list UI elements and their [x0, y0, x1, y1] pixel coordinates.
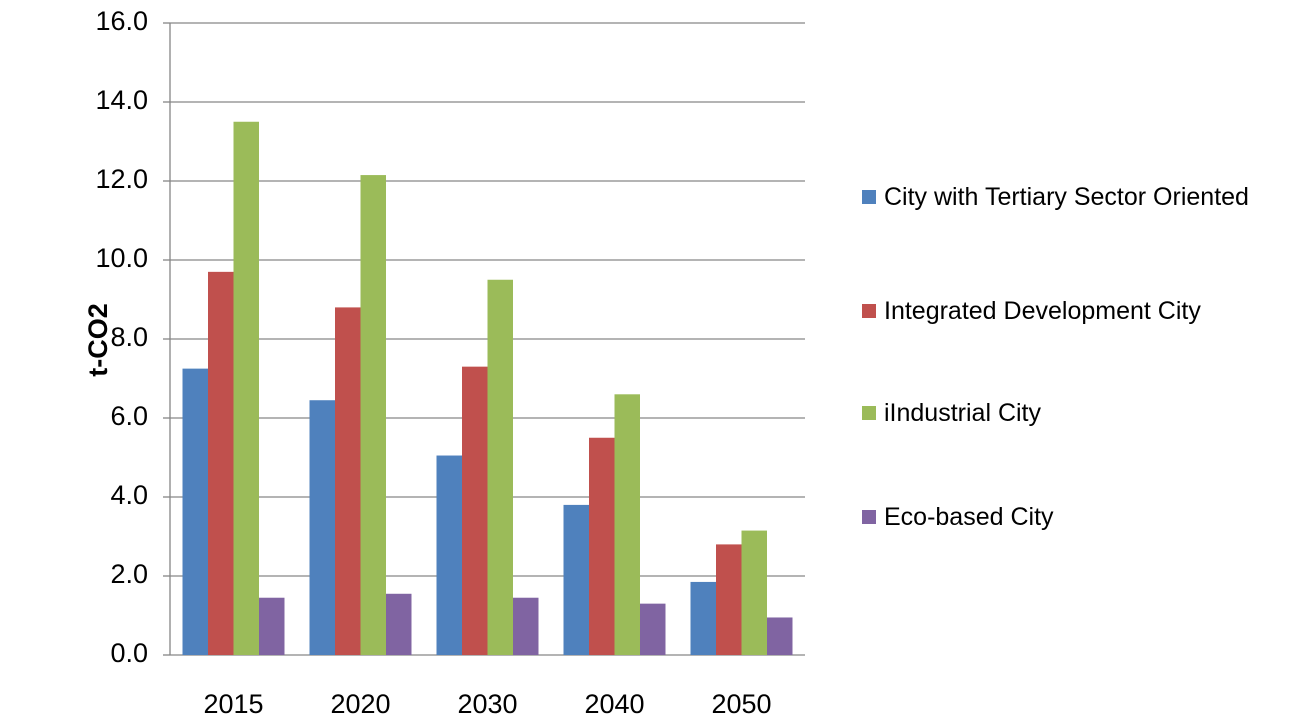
legend-item: City with Tertiary Sector Oriented	[862, 178, 1304, 216]
bar	[208, 271, 234, 655]
y-tick-label: 8.0	[110, 322, 148, 352]
legend-label: Integrated Development City	[884, 297, 1201, 325]
legend-label: iIndustrial City	[884, 399, 1041, 427]
bar	[614, 394, 640, 655]
bar	[767, 617, 793, 655]
bar	[360, 175, 386, 655]
legend-label: City with Tertiary Sector Oriented	[884, 183, 1249, 211]
bar	[563, 504, 589, 655]
y-tick-label: 6.0	[110, 401, 148, 431]
bar	[436, 455, 462, 655]
legend-swatch	[862, 510, 876, 524]
y-tick-label: 12.0	[95, 164, 148, 194]
x-tick-label: 2050	[711, 689, 771, 719]
bar	[690, 581, 716, 655]
bar	[589, 437, 615, 655]
bar	[259, 597, 285, 655]
legend-label: Eco-based City	[884, 503, 1054, 531]
y-tick-label: 2.0	[110, 559, 148, 589]
legend-item: Integrated Development City	[862, 292, 1304, 330]
bar	[640, 603, 666, 655]
legend-swatch	[862, 190, 876, 204]
legend-swatch	[862, 406, 876, 420]
bar	[182, 368, 208, 655]
x-tick-label: 2040	[584, 689, 644, 719]
bar	[335, 307, 361, 655]
y-tick-label: 14.0	[95, 85, 148, 115]
legend-item: Eco-based City	[862, 498, 1304, 536]
y-tick-label: 16.0	[95, 6, 148, 36]
bar	[513, 597, 539, 655]
y-tick-label: 4.0	[110, 480, 148, 510]
x-tick-label: 2020	[330, 689, 390, 719]
legend-item: iIndustrial City	[862, 394, 1304, 432]
x-tick-label: 2030	[457, 689, 517, 719]
bar	[462, 366, 488, 655]
x-tick-label: 2015	[203, 689, 263, 719]
legend-swatch	[862, 304, 876, 318]
bar	[716, 544, 742, 655]
bar	[233, 121, 259, 655]
bar	[309, 400, 335, 655]
bar	[386, 593, 412, 655]
y-axis-title: t-CO2	[83, 303, 113, 377]
bar	[487, 279, 513, 655]
y-tick-label: 0.0	[110, 638, 148, 668]
y-tick-label: 10.0	[95, 243, 148, 273]
bar	[741, 530, 767, 655]
